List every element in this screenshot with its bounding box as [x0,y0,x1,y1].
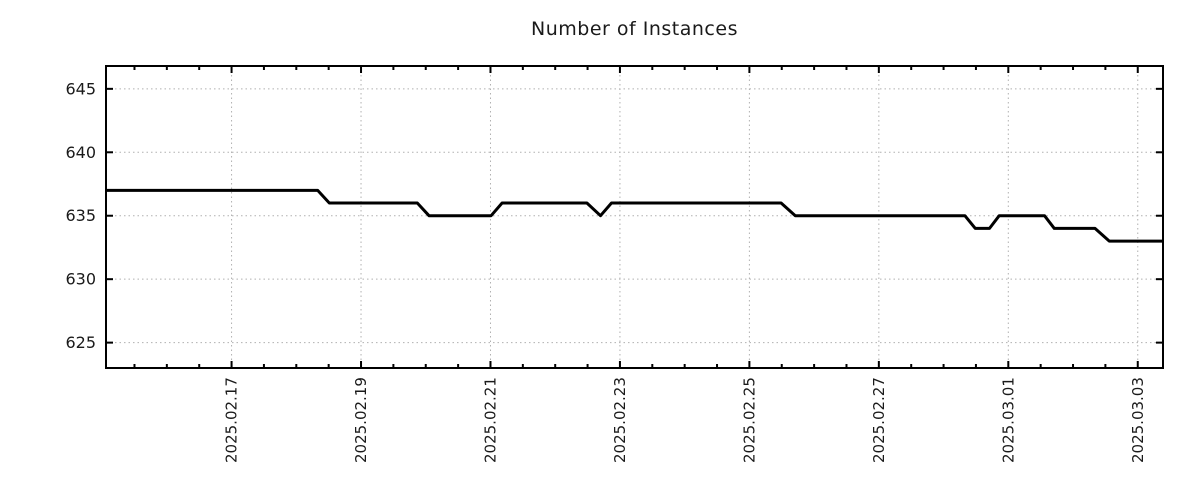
y-tick-label: 625 [65,333,96,352]
x-tick-label: 2025.02.23 [611,377,629,463]
series-line-instances [106,188,1163,243]
x-tick-label: 2025.02.27 [870,377,888,463]
x-tick-label: 2025.02.17 [223,377,241,463]
y-tick-label: 645 [65,79,96,98]
x-tick-label: 2025.02.21 [482,377,500,463]
x-tick-label: 2025.02.19 [352,377,370,463]
y-tick-label: 635 [65,206,96,225]
y-tick-label: 640 [65,143,96,162]
chart-title: Number of Instances [531,18,738,40]
y-tick-label: 630 [65,270,96,289]
x-tick-label: 2025.03.01 [999,377,1017,463]
x-tick-label: 2025.02.25 [740,377,758,463]
x-tick-label: 2025.03.03 [1129,377,1147,463]
plot-border [105,65,1164,369]
